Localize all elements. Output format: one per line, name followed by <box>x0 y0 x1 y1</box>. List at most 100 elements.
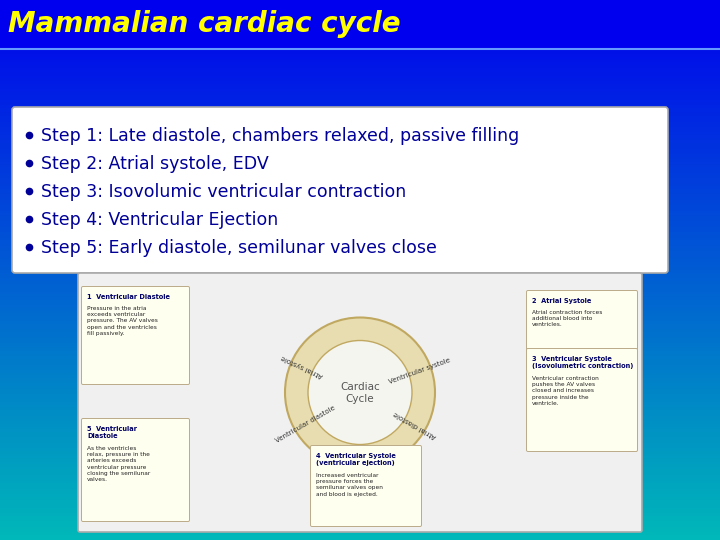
Text: Cycle: Cycle <box>346 394 374 403</box>
Bar <box>0 319 720 321</box>
Text: Step 1: Late diastole, chambers relaxed, passive filling: Step 1: Late diastole, chambers relaxed,… <box>41 127 519 145</box>
Bar <box>0 181 720 184</box>
Bar <box>0 0 720 48</box>
Bar <box>0 130 720 132</box>
Bar <box>0 502 720 505</box>
Text: As the ventricles
relax, pressure in the
arteries exceeds
ventricular pressure
c: As the ventricles relax, pressure in the… <box>87 446 150 482</box>
Bar <box>0 197 720 200</box>
Bar <box>0 489 720 491</box>
Text: Pressure in the atria
exceeds ventricular
pressure. The AV valves
open and the v: Pressure in the atria exceeds ventricula… <box>87 306 158 336</box>
Bar <box>0 386 720 389</box>
Bar <box>0 321 720 324</box>
Bar <box>0 491 720 494</box>
Bar <box>0 78 720 81</box>
Bar <box>0 526 720 529</box>
Bar <box>0 329 720 332</box>
Text: Cardiac: Cardiac <box>340 382 380 393</box>
Bar <box>0 167 720 170</box>
Bar <box>0 43 720 46</box>
Bar <box>0 313 720 316</box>
Bar <box>0 84 720 86</box>
Bar <box>0 478 720 481</box>
Text: Atrial contraction forces
additional blood into
ventricles.: Atrial contraction forces additional blo… <box>532 310 603 327</box>
Bar <box>0 375 720 378</box>
Bar <box>0 335 720 338</box>
Bar <box>0 108 720 111</box>
Bar <box>0 103 720 105</box>
Bar <box>0 19 720 22</box>
Bar <box>0 62 720 65</box>
Bar <box>0 238 720 240</box>
Bar <box>0 100 720 103</box>
Text: Mammalian cardiac cycle: Mammalian cardiac cycle <box>8 10 400 38</box>
Bar <box>0 462 720 464</box>
Bar <box>0 429 720 432</box>
Bar <box>0 367 720 370</box>
Bar <box>0 332 720 335</box>
Bar <box>0 143 720 146</box>
Bar <box>0 86 720 89</box>
Bar <box>0 262 720 265</box>
Bar <box>0 418 720 421</box>
Bar <box>0 76 720 78</box>
Bar <box>0 338 720 340</box>
Bar <box>0 397 720 400</box>
Bar <box>0 111 720 113</box>
Bar <box>0 432 720 435</box>
Bar <box>0 381 720 383</box>
Bar <box>0 248 720 251</box>
Text: 4  Ventricular Systole
(ventricular ejection): 4 Ventricular Systole (ventricular eject… <box>316 453 396 466</box>
Bar <box>0 0 720 3</box>
Bar <box>0 486 720 489</box>
Bar <box>0 537 720 540</box>
Circle shape <box>308 341 412 444</box>
Bar <box>0 308 720 310</box>
Bar <box>0 8 720 11</box>
Bar <box>0 68 720 70</box>
Bar <box>0 446 720 448</box>
Bar <box>0 535 720 537</box>
Bar <box>0 459 720 462</box>
Bar <box>0 219 720 221</box>
Bar <box>0 240 720 243</box>
Bar <box>0 94 720 97</box>
Bar <box>0 65 720 68</box>
Text: Atrial systole: Atrial systole <box>281 353 324 378</box>
Bar <box>0 3 720 5</box>
Bar <box>0 57 720 59</box>
Bar <box>0 16 720 19</box>
Bar <box>0 216 720 219</box>
Bar <box>0 267 720 270</box>
Bar <box>0 310 720 313</box>
Bar <box>0 22 720 24</box>
Bar <box>0 176 720 178</box>
Bar <box>0 351 720 354</box>
Text: 2  Atrial Systole: 2 Atrial Systole <box>532 298 591 304</box>
Text: Atrial diastole: Atrial diastole <box>392 409 437 439</box>
Bar <box>0 170 720 173</box>
Bar <box>0 413 720 416</box>
Bar <box>0 370 720 373</box>
Text: 5  Ventricular
Diastole: 5 Ventricular Diastole <box>87 426 137 439</box>
Bar <box>0 383 720 386</box>
Bar <box>0 389 720 392</box>
Bar <box>0 59 720 62</box>
Bar <box>0 497 720 500</box>
Bar <box>0 300 720 302</box>
Bar <box>0 278 720 281</box>
Bar <box>0 292 720 294</box>
Bar <box>0 127 720 130</box>
Bar <box>0 394 720 397</box>
Bar <box>0 213 720 216</box>
Bar <box>0 302 720 305</box>
Bar <box>0 513 720 516</box>
Bar <box>0 281 720 284</box>
Bar <box>0 154 720 157</box>
Bar <box>0 464 720 467</box>
Bar <box>0 416 720 418</box>
Bar <box>0 146 720 148</box>
Bar <box>0 316 720 319</box>
Bar <box>0 400 720 402</box>
Bar <box>0 235 720 238</box>
Bar <box>0 284 720 286</box>
